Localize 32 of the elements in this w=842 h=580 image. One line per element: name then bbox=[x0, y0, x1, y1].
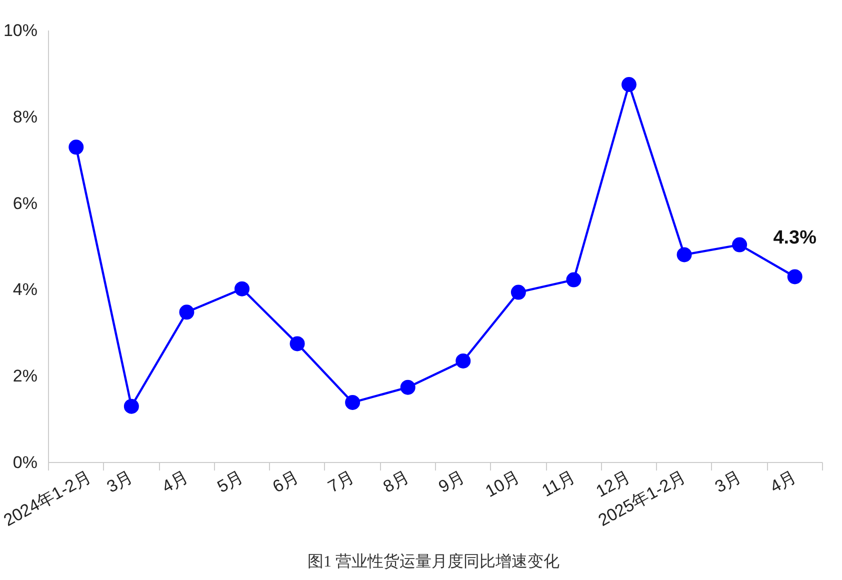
x-tick-label: 3月 bbox=[104, 467, 136, 497]
x-tick-label: 4月 bbox=[767, 467, 800, 497]
y-tick-label: 6% bbox=[12, 194, 38, 213]
x-tick-label: 3月 bbox=[712, 467, 744, 497]
point bbox=[566, 272, 582, 288]
point bbox=[732, 237, 748, 252]
point bbox=[179, 304, 194, 320]
point bbox=[68, 140, 84, 155]
x-tick-label: 7月 bbox=[324, 467, 358, 497]
y-tick-label: 10% bbox=[3, 21, 38, 40]
point bbox=[290, 336, 305, 352]
x-tick-label: 9月 bbox=[435, 467, 468, 497]
point bbox=[622, 77, 636, 92]
y-tick-label: 8% bbox=[12, 107, 38, 126]
x-tick-label: 6月 bbox=[270, 467, 302, 497]
x-tick-label: 5月 bbox=[214, 467, 247, 497]
x-tick-label: 8月 bbox=[380, 467, 412, 497]
point bbox=[345, 394, 360, 410]
y-tick-label: 4% bbox=[12, 280, 38, 300]
point bbox=[456, 353, 471, 368]
point bbox=[676, 247, 692, 262]
x-tick-label: 4月 bbox=[158, 467, 192, 497]
point bbox=[510, 284, 526, 300]
point bbox=[124, 398, 139, 414]
caption: 图1 营业性货运量月度同比增速变化 bbox=[308, 552, 560, 570]
data-label: 4.3% bbox=[773, 228, 817, 249]
x-tick-label: 10月 bbox=[482, 467, 523, 502]
point bbox=[400, 380, 416, 395]
y-tick-label: 2% bbox=[12, 366, 38, 386]
point bbox=[787, 269, 802, 284]
point bbox=[234, 281, 250, 296]
x-tick-label: 11月 bbox=[538, 467, 578, 500]
